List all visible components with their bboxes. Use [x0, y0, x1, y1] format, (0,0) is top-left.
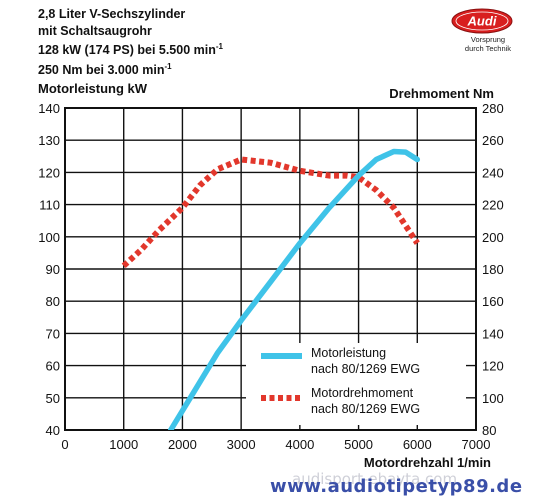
- audi-logo-oval: [451, 8, 513, 34]
- y2-tick-label: 260: [482, 133, 504, 148]
- audi-logo-text: Audi: [467, 14, 497, 29]
- y-tick-label: 50: [46, 391, 60, 406]
- y2-tick-label: 80: [482, 423, 496, 438]
- audi-logo: Audi: [451, 8, 513, 34]
- spec-line-engine: 2,8 Liter V-Sechszylinder: [38, 7, 186, 21]
- y-tick-label: 90: [46, 262, 60, 277]
- torque-curve: [121, 156, 420, 269]
- x-tick-label: 1000: [109, 437, 138, 452]
- y-tick-label: 130: [38, 133, 60, 148]
- y-axis-title: Motorleistung kW: [38, 81, 148, 96]
- y2-tick-label: 100: [482, 391, 504, 406]
- spec-line-torque: 250 Nm bei 3.000 min-1: [38, 61, 172, 77]
- x-axis-title: Motordrehzahl 1/min: [364, 455, 491, 470]
- y2-tick-label: 280: [482, 101, 504, 116]
- x-tick-label: 7000: [462, 437, 491, 452]
- y-tick-label: 100: [38, 230, 60, 245]
- legend-power-sublabel: nach 80/1269 EWG: [311, 362, 420, 376]
- y-tick-label: 80: [46, 294, 60, 309]
- plot-frame: [64, 107, 477, 431]
- x-tick-label: 6000: [403, 437, 432, 452]
- y2-tick-label: 220: [482, 198, 504, 213]
- audi-slogan-line-2: durch Technik: [464, 43, 512, 53]
- y-tick-label: 70: [46, 326, 60, 341]
- legend-torque-sublabel: nach 80/1269 EWG: [311, 402, 420, 416]
- engine-spec: 2,8 Liter V-Sechszylinder mit Schaltsaug…: [38, 6, 223, 78]
- y-tick-label: 60: [46, 359, 60, 374]
- x-tick-label: 4000: [285, 437, 314, 452]
- spec-line-intake: mit Schaltsaugrohr: [38, 23, 152, 38]
- spec-torque-exponent: -1: [164, 61, 172, 71]
- y-tick-label: 120: [38, 165, 60, 180]
- legend-torque-label: Motordrehmoment: [311, 386, 414, 400]
- watermark: www.audiotipetyp89.de: [270, 476, 523, 497]
- spec-line-power: 128 kW (174 PS) bei 5.500 min-1: [38, 42, 223, 58]
- x-tick-label: 0: [61, 437, 68, 452]
- y2-tick-label: 180: [482, 262, 504, 277]
- audi-slogan: Vorsprung durch Technik: [458, 35, 518, 53]
- spec-power-exponent: -1: [215, 42, 223, 51]
- x-tick-label: 5000: [344, 437, 373, 452]
- y-tick-label: 40: [46, 423, 60, 438]
- y-tick-label: 110: [39, 198, 60, 213]
- watermark-ghost: audisport-ebayta.com: [292, 470, 458, 488]
- y2-tick-label: 120: [482, 359, 504, 374]
- y2-axis-title: Drehmoment Nm: [389, 86, 494, 101]
- audi-slogan-line-1: Vorsprung: [470, 35, 506, 44]
- x-tick-label: 3000: [227, 437, 256, 452]
- y2-tick-label: 240: [482, 165, 504, 180]
- y2-tick-label: 140: [482, 326, 504, 341]
- legend-power-label: Motorleistung: [311, 346, 386, 360]
- y2-tick-label: 160: [482, 294, 504, 309]
- y-tick-label: 140: [38, 101, 60, 116]
- x-tick-label: 2000: [168, 437, 197, 452]
- y2-tick-label: 200: [482, 230, 504, 245]
- power-curve: [167, 148, 421, 430]
